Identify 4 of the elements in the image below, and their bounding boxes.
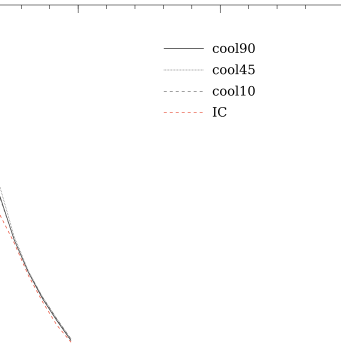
legend-label: IC — [212, 107, 226, 117]
legend-label: cool10 — [212, 86, 255, 96]
legend-label: cool45 — [212, 64, 255, 74]
legend-label: cool90 — [212, 42, 255, 54]
